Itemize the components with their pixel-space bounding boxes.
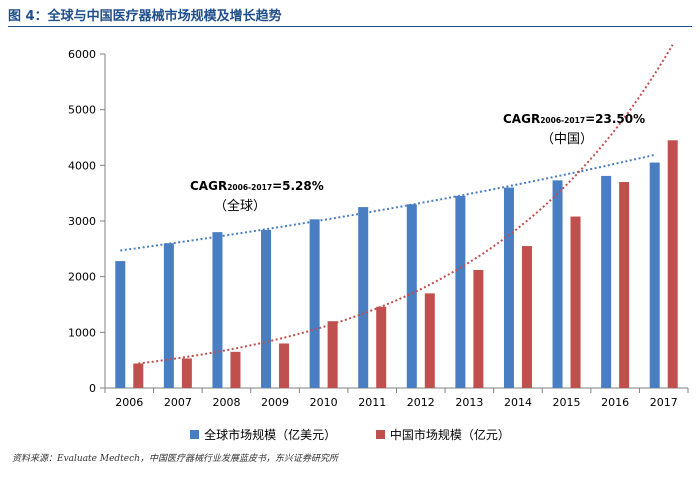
y-tick-label: 5000 [68,104,96,117]
x-tick-label: 2012 [407,396,435,409]
bar-china-2011 [376,306,387,388]
trendline-global [120,153,655,252]
bar-china-2008 [230,351,241,388]
legend-swatch-china [375,430,385,439]
legend-item-china: 中国市场规模（亿元） [375,426,510,443]
bar-global-2010 [309,219,320,388]
x-tick-label: 2015 [553,396,581,409]
cagr-global-region: （全球） [214,198,266,214]
x-tick-label: 2008 [212,396,240,409]
x-tick-label: 2007 [164,396,192,409]
trendline-china [138,44,674,365]
trendlines-layer [120,44,674,365]
bar-china-2006 [133,363,144,388]
bar-china-2017 [667,140,678,388]
bar-global-2011 [358,207,369,388]
y-tick-label: 6000 [68,48,96,61]
bar-global-2006 [115,261,126,388]
legend: 全球市场规模（亿美元） 中国市场规模（亿元） [0,426,700,443]
bar-global-2007 [163,243,174,388]
bar-global-2015 [552,180,563,388]
tick-labels-layer: 0 1000 2000 3000 4000 5000 6000 2006 2007 2008 200… [68,48,678,409]
bar-china-2015 [570,216,581,388]
x-tick-label: 2014 [504,396,532,409]
bar-global-2016 [601,175,612,388]
bar-china-2016 [619,182,630,388]
bar-global-2014 [503,187,514,388]
bar-chart: 0 1000 2000 3000 4000 5000 6000 2006 2007 2008 200… [68,44,689,409]
y-tick-label: 4000 [68,159,96,172]
cagr-china-label: CAGR2006-2017=23.50% [503,112,645,126]
bar-global-2009 [261,229,272,388]
bar-global-2013 [455,195,466,388]
legend-swatch-global [190,430,200,439]
bars-layer [115,140,678,388]
x-tick-label: 2017 [650,396,678,409]
bar-china-2013 [473,269,484,388]
bar-china-2009 [279,343,290,388]
legend-label-china: 中国市场规模（亿元） [389,428,510,442]
bar-global-2012 [406,204,417,388]
y-tick-label: 2000 [68,271,96,284]
bar-china-2010 [327,321,338,388]
cagr-global-label: CAGR2006-2017=5.28% [190,179,324,193]
x-tick-label: 2010 [310,396,338,409]
x-tick-label: 2006 [115,396,143,409]
cagr-china-region: （中国） [541,132,593,147]
axes-layer [100,53,689,393]
x-tick-label: 2011 [358,396,386,409]
figure-title: 图 4：全球与中国医疗器械市场规模及增长趋势 [8,9,282,24]
legend-item-global: 全球市场规模（亿美元） [190,426,336,443]
bar-china-2007 [181,358,192,388]
bar-china-2014 [521,246,532,388]
x-tick-label: 2009 [261,396,289,409]
y-tick-label: 0 [89,382,96,395]
y-tick-label: 3000 [68,215,96,228]
source-note: 资料来源：Evaluate Medtech，中国医疗器械行业发展蓝皮书，东兴证券… [12,454,338,464]
bar-global-2008 [212,232,223,388]
x-tick-label: 2013 [455,396,483,409]
legend-label-global: 全球市场规模（亿美元） [204,428,337,442]
bar-china-2012 [424,293,435,388]
title-rule [8,26,692,27]
y-tick-label: 1000 [68,326,96,339]
x-tick-label: 2016 [601,396,629,409]
bar-global-2017 [649,162,660,388]
